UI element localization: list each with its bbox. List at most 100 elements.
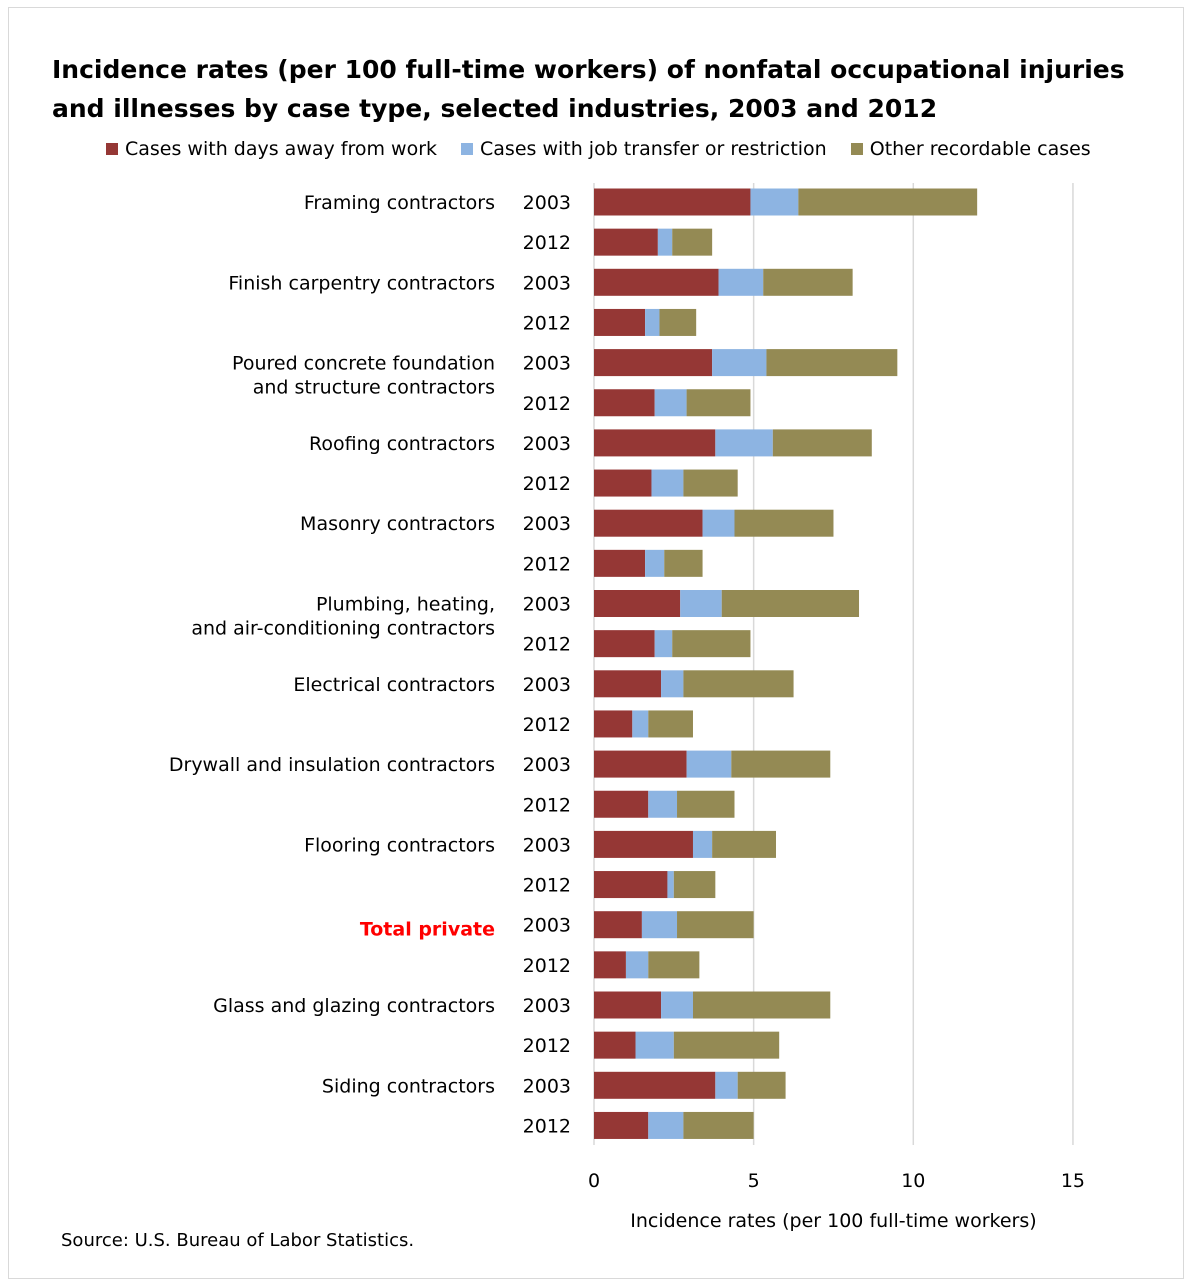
year-label: 2012 xyxy=(523,1115,571,1137)
industry-label-line: Glass and glazing contractors xyxy=(213,995,495,1017)
x-tick-label: 10 xyxy=(901,1170,925,1192)
bar-segment xyxy=(680,590,722,617)
bar-segment xyxy=(661,991,693,1019)
legend-swatch-other-recordable xyxy=(850,143,863,155)
bar-segment xyxy=(692,991,831,1019)
bar-segment xyxy=(594,750,687,778)
bar-segment xyxy=(718,268,764,296)
bar-segment xyxy=(673,1031,780,1059)
bar-segment xyxy=(594,871,668,899)
bar-segment xyxy=(641,911,678,939)
industry-label: Flooring contractors xyxy=(304,834,495,856)
industry-label: Glass and glazing contractors xyxy=(213,995,495,1017)
chart-title: Incidence rates (per 100 full-time worke… xyxy=(52,55,1125,123)
bar-segment xyxy=(594,710,633,738)
industry-label-line: and structure contractors xyxy=(253,377,495,399)
year-label: 2003 xyxy=(523,513,571,535)
bar-segment xyxy=(594,630,655,658)
year-label: 2003 xyxy=(523,754,571,776)
industry-label: Poured concrete foundation and structure … xyxy=(232,353,495,399)
industry-label: Plumbing, heating, and air-conditioning c… xyxy=(191,594,495,640)
bar-segment xyxy=(677,790,735,818)
industry-label-line: Total private xyxy=(360,919,495,941)
industry-label-line: Finish carpentry contractors xyxy=(228,272,495,294)
chart-legend: Cases with days away from work Cases wit… xyxy=(106,137,1115,161)
bar-segment xyxy=(635,1031,674,1059)
bar-segment xyxy=(686,750,732,778)
industry-label: Total private xyxy=(360,919,495,941)
bar-segment xyxy=(677,911,754,939)
year-label: 2003 xyxy=(523,1075,571,1097)
bar-segment xyxy=(594,951,626,979)
bar-segment xyxy=(645,308,660,336)
industry-label: Electrical contractors xyxy=(293,674,495,696)
bar-segment xyxy=(683,670,794,698)
legend-label-other-recordable: Other recordable cases xyxy=(869,138,1091,160)
year-label: 2003 xyxy=(523,353,571,375)
year-label: 2012 xyxy=(523,634,571,656)
year-label: 2012 xyxy=(523,232,571,254)
x-tick-label: 0 xyxy=(588,1170,600,1192)
year-label: 2003 xyxy=(523,995,571,1017)
bar-segment xyxy=(667,871,674,899)
bar-segment xyxy=(657,228,673,256)
industry-label-line: Roofing contractors xyxy=(309,433,495,455)
bar-segment xyxy=(594,1031,636,1059)
year-label: 2012 xyxy=(523,794,571,816)
industry-label-line: Plumbing, heating, xyxy=(316,594,495,616)
industry-label-line: Siding contractors xyxy=(322,1075,495,1097)
bar-segment xyxy=(654,389,687,417)
year-label: 2012 xyxy=(523,393,571,415)
industry-label-line: Drywall and insulation contractors xyxy=(169,754,495,776)
industry-label: Masonry contractors xyxy=(300,513,495,535)
industry-label: Finish carpentry contractors xyxy=(228,272,495,294)
bar-segment xyxy=(594,389,655,417)
bar-segment xyxy=(672,630,751,658)
industry-label: Siding contractors xyxy=(322,1075,495,1097)
bar-segment xyxy=(692,830,713,858)
legend-item-days-away: Cases with days away from work xyxy=(106,138,437,160)
bar-segment xyxy=(594,469,652,497)
bar-segment xyxy=(594,228,658,256)
year-label: 2003 xyxy=(523,192,571,214)
bar-segment xyxy=(645,549,665,577)
industry-label-line: and air-conditioning contractors xyxy=(191,618,495,640)
bar-segment xyxy=(731,750,831,778)
bar-segment xyxy=(594,509,703,537)
bar-segment xyxy=(648,710,693,738)
bar-segment xyxy=(648,1111,684,1139)
bar-segment xyxy=(648,951,700,979)
bar-segment xyxy=(712,830,777,858)
legend-item-other-recordable: Other recordable cases xyxy=(850,138,1091,160)
bar-segment xyxy=(594,349,713,377)
bar-segment xyxy=(737,1071,786,1099)
bar-segment xyxy=(594,590,681,617)
chart-frame xyxy=(8,7,1184,1279)
year-label: 2012 xyxy=(523,1035,571,1057)
bar-segment xyxy=(763,268,853,296)
bar-segment xyxy=(594,188,751,216)
bar-segment xyxy=(686,389,751,417)
year-label: 2012 xyxy=(523,875,571,897)
bar-segment xyxy=(594,670,662,698)
bar-segment xyxy=(683,1111,754,1139)
legend-label-days-away: Cases with days away from work xyxy=(125,138,438,160)
bar-segment xyxy=(625,951,649,979)
year-label: 2012 xyxy=(523,553,571,575)
bar-segment xyxy=(721,590,860,617)
bar-segment xyxy=(750,188,799,216)
year-label: 2012 xyxy=(523,955,571,977)
bar-segment xyxy=(651,469,684,497)
bar-segment xyxy=(594,268,719,296)
industry-label-line: Electrical contractors xyxy=(293,674,495,696)
x-axis-title: Incidence rates (per 100 full-time worke… xyxy=(630,1210,1036,1232)
legend-item-job-transfer: Cases with job transfer or restriction xyxy=(461,138,827,160)
year-label: 2012 xyxy=(523,714,571,736)
bar-segment xyxy=(594,429,716,457)
bar-segment xyxy=(772,429,872,457)
bar-segment xyxy=(654,630,673,658)
year-label: 2003 xyxy=(523,594,571,616)
x-tick-label: 15 xyxy=(1061,1170,1085,1192)
bar-segment xyxy=(594,991,662,1019)
bar-segment xyxy=(715,1071,738,1099)
